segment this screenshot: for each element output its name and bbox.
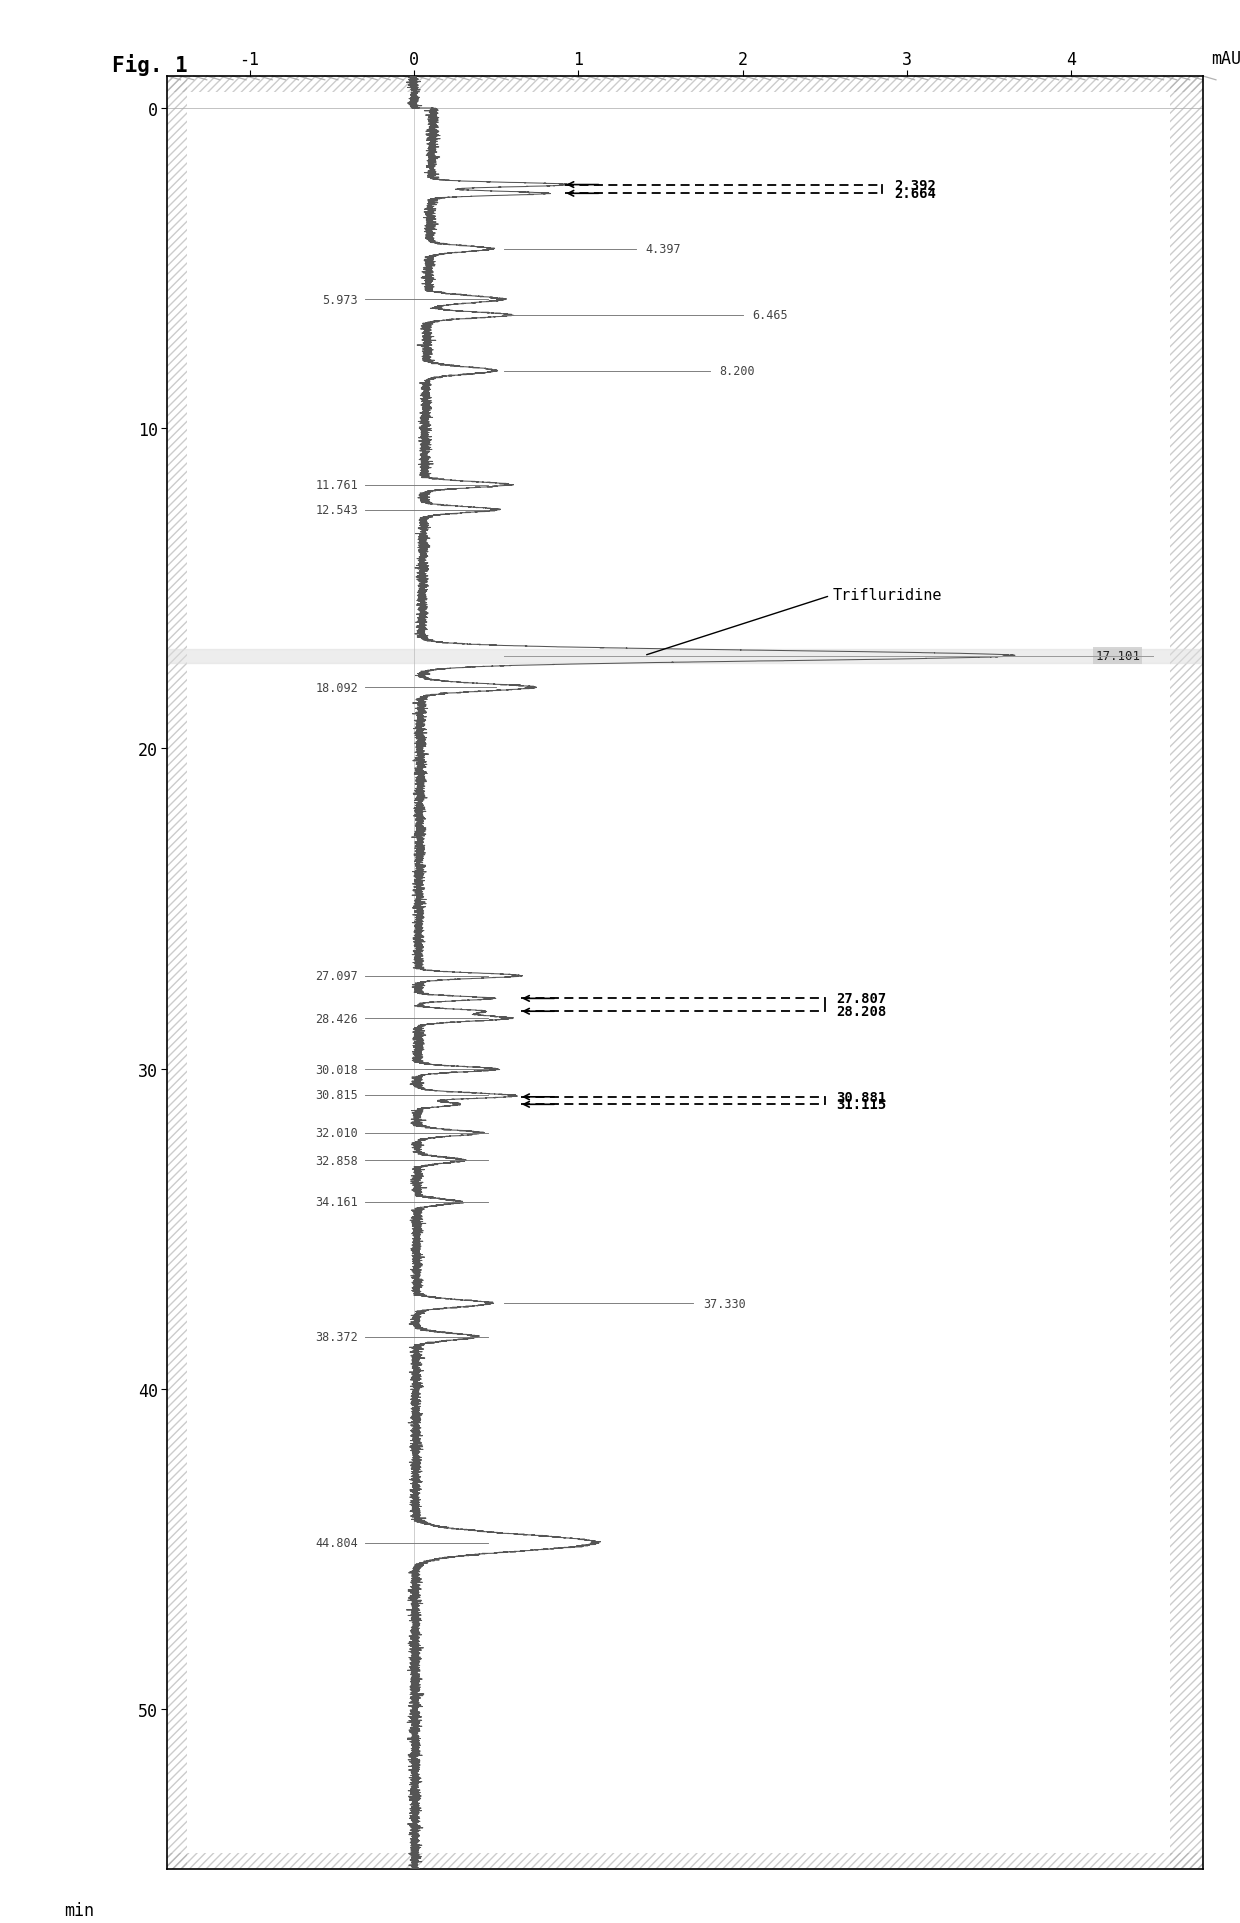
- Text: Fig. 1: Fig. 1: [112, 54, 187, 75]
- Text: 12.543: 12.543: [315, 504, 358, 517]
- Text: 6.465: 6.465: [753, 310, 789, 323]
- Text: 44.804: 44.804: [315, 1536, 358, 1550]
- Text: 30.815: 30.815: [315, 1088, 358, 1102]
- Text: 28.426: 28.426: [315, 1011, 358, 1025]
- Text: 27.097: 27.097: [315, 969, 358, 983]
- Text: 4.397: 4.397: [646, 242, 681, 256]
- Bar: [167, 1854, 1203, 1869]
- Bar: [167, 77, 187, 1869]
- Text: 32.858: 32.858: [315, 1154, 358, 1167]
- Text: 34.161: 34.161: [315, 1196, 358, 1210]
- Text: 30.018: 30.018: [315, 1063, 358, 1077]
- Text: 2.392: 2.392: [894, 179, 936, 192]
- Text: 38.372: 38.372: [315, 1331, 358, 1344]
- Text: 32.010: 32.010: [315, 1127, 358, 1140]
- Text: 8.200: 8.200: [719, 365, 755, 377]
- Bar: [167, 77, 1203, 92]
- Text: Trifluridine: Trifluridine: [646, 588, 942, 656]
- Text: 30.881: 30.881: [836, 1090, 887, 1104]
- Bar: [1169, 77, 1203, 1869]
- Text: 37.330: 37.330: [703, 1298, 746, 1310]
- Text: 11.761: 11.761: [315, 479, 358, 492]
- Text: 17.101: 17.101: [1095, 650, 1141, 663]
- Text: 2.664: 2.664: [894, 187, 936, 202]
- Bar: [167, 650, 1203, 663]
- Text: 28.208: 28.208: [836, 1004, 887, 1019]
- Text: min: min: [64, 1902, 94, 1919]
- Text: 27.807: 27.807: [836, 992, 887, 1006]
- Text: 31.115: 31.115: [836, 1098, 887, 1111]
- Text: 5.973: 5.973: [322, 294, 358, 306]
- Text: mAU: mAU: [1211, 50, 1240, 67]
- Text: 18.092: 18.092: [315, 681, 358, 694]
